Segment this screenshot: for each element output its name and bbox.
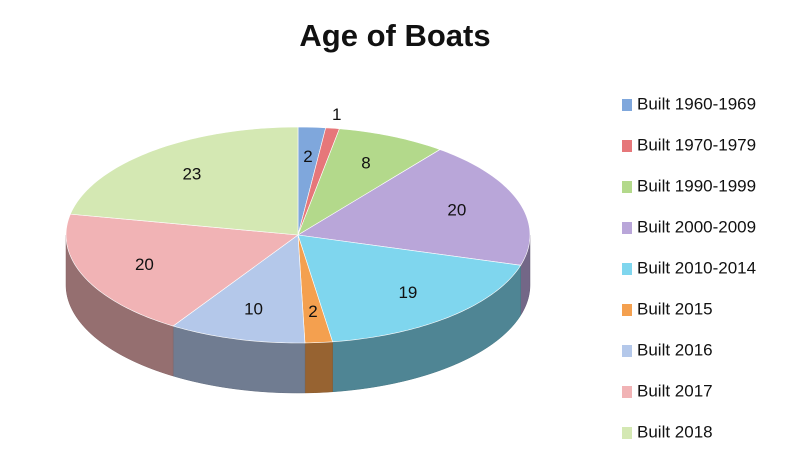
legend-label: Built 2016 — [637, 340, 713, 359]
legend-label: Built 2017 — [637, 381, 713, 400]
legend-swatch — [622, 263, 632, 275]
legend-swatch — [622, 345, 632, 357]
data-label: 19 — [398, 283, 417, 302]
slice — [297, 234, 333, 344]
chart-title: Age of Boats — [299, 18, 490, 53]
data-label: 20 — [135, 255, 154, 274]
legend-swatch — [622, 222, 632, 234]
data-label: 23 — [182, 164, 201, 183]
data-label: 1 — [332, 105, 341, 124]
legend-swatch — [622, 140, 632, 152]
legend-swatch — [622, 181, 632, 193]
legend-label: Built 1990-1999 — [637, 176, 756, 195]
legend-label: Built 1970-1979 — [637, 135, 756, 154]
slice — [297, 128, 441, 236]
legend-label: Built 2018 — [637, 422, 713, 441]
data-label: 10 — [244, 299, 263, 318]
slice — [172, 234, 306, 344]
slice — [297, 149, 531, 266]
data-label: 8 — [361, 153, 370, 172]
data-label: 20 — [447, 200, 466, 219]
legend-label: Built 1960-1969 — [637, 94, 756, 113]
legend-swatch — [622, 386, 632, 398]
data-label: 2 — [308, 302, 317, 321]
legend-label: Built 2015 — [637, 299, 713, 318]
legend-swatch — [622, 304, 632, 316]
legend-swatch — [622, 99, 632, 111]
legend-swatch — [622, 427, 632, 439]
slice-side — [304, 341, 333, 394]
slice — [65, 213, 299, 327]
legend-label: Built 2000-2009 — [637, 217, 756, 236]
data-label: 2 — [303, 147, 312, 166]
slice — [297, 234, 522, 343]
legend-label: Built 2010-2014 — [637, 258, 756, 277]
slice — [69, 126, 299, 236]
